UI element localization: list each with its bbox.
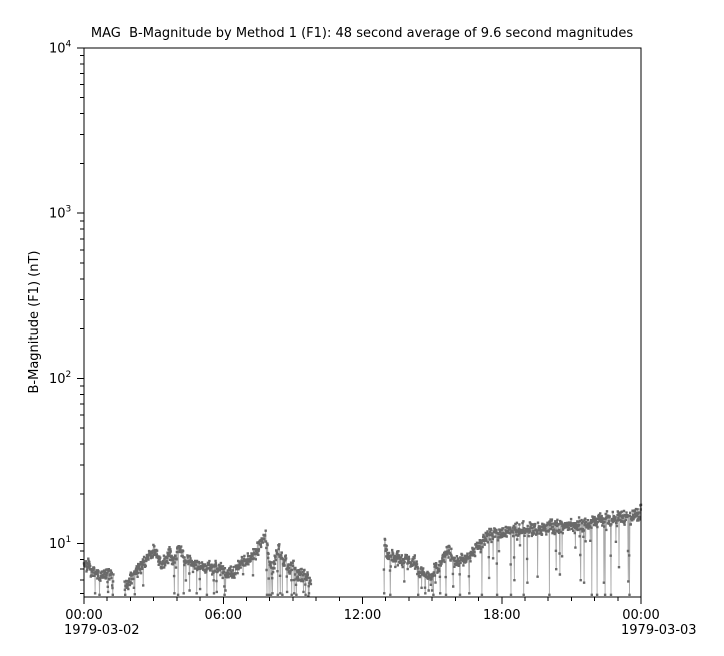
plot-frame xyxy=(83,47,642,598)
series-segment-markers xyxy=(123,529,313,598)
x-tick-label: 00:00 xyxy=(65,608,102,623)
y-axis-label: B-Magnitude (F1) (nT) xyxy=(27,251,42,394)
chart-title: MAG B-Magnitude by Method 1 (F1): 48 sec… xyxy=(91,26,633,41)
x-tick-label: 18:00 xyxy=(483,608,520,623)
x-tick-label: 00:00 xyxy=(622,608,659,623)
data-series-markers xyxy=(82,503,643,598)
x-date-label: 1979-03-02 xyxy=(64,623,140,638)
y-tick-label: 104 xyxy=(49,40,72,57)
x-tick-label: 06:00 xyxy=(205,608,242,623)
y-tick-label: 103 xyxy=(49,205,71,222)
series-segment-markers xyxy=(382,503,643,596)
axis-ticks xyxy=(77,47,642,604)
y-tick-label: 102 xyxy=(49,370,71,387)
y-tick-label: 101 xyxy=(49,535,71,552)
x-date-label: 1979-03-03 xyxy=(621,623,697,638)
x-tick-label: 12:00 xyxy=(344,608,381,623)
series-segment-markers xyxy=(82,557,115,596)
